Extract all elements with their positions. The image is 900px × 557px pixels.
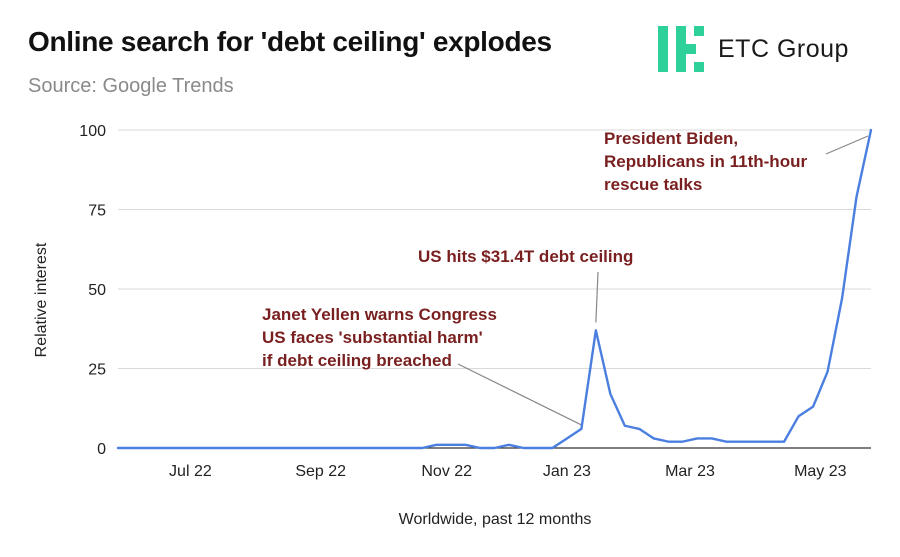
y-axis-title: Relative interest — [33, 242, 50, 357]
y-tick-label: 75 — [88, 203, 106, 220]
annotation-leader — [595, 271, 599, 323]
annotation-label: rescue talks — [604, 175, 702, 194]
annotation-label: if debt ceiling breached — [262, 351, 452, 370]
etc-group-logo: ETC Group — [658, 26, 849, 72]
x-axis-title: Worldwide, past 12 months — [399, 511, 592, 528]
annotation-leader — [457, 363, 582, 426]
x-tick-label: Sep 22 — [295, 463, 346, 480]
x-tick-label: May 23 — [794, 463, 847, 480]
annotation-leader — [825, 135, 869, 155]
etc-group-logo-icon — [658, 26, 704, 72]
y-tick-label: 100 — [79, 123, 106, 140]
series-line — [116, 128, 873, 450]
chart-subtitle: Source: Google Trends — [28, 75, 234, 97]
x-tick-label: Mar 23 — [665, 463, 715, 480]
y-tick-label: 25 — [88, 362, 106, 379]
x-tick-label: Jan 23 — [543, 463, 591, 480]
annotation-label: Republicans in 11th-hour — [604, 152, 807, 171]
y-tick-label: 50 — [88, 282, 106, 299]
chart-title: Online search for 'debt ceiling' explode… — [28, 26, 552, 57]
x-tick-label: Nov 22 — [421, 463, 472, 480]
logo-text: ETC Group — [718, 34, 849, 63]
y-tick-label: 0 — [97, 441, 106, 458]
x-tick-label: Jul 22 — [169, 463, 212, 480]
annotation-label: President Biden, — [604, 129, 738, 148]
annotation-label: US hits $31.4T debt ceiling — [418, 247, 633, 266]
annotation-label: US faces 'substantial harm' — [262, 328, 483, 347]
annotation-label: Janet Yellen warns Congress — [262, 305, 497, 324]
